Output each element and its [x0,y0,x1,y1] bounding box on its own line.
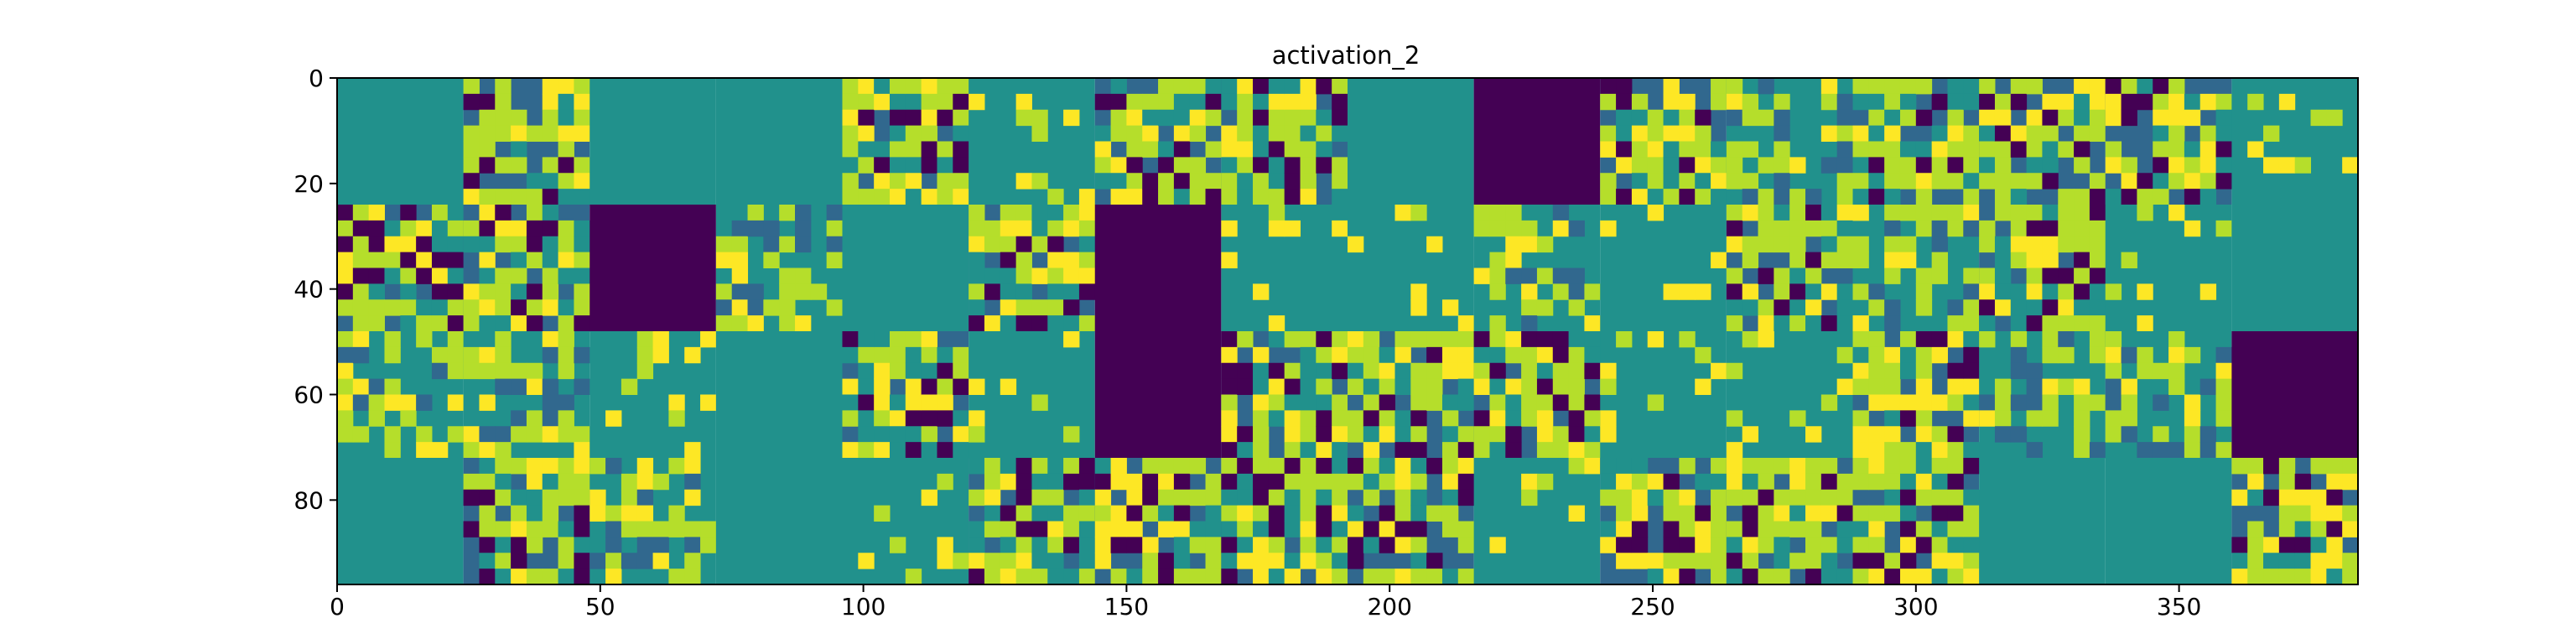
tile-3-14 [2105,458,2232,584]
tile-1-6 [1094,205,1222,331]
x-tick-label: 250 [1630,593,1675,621]
tile-2-14 [2105,331,2232,459]
tile-1-7 [1221,205,1348,332]
tile-0-5 [969,78,1096,205]
tile-0-15 [2231,78,2358,205]
tile-3-5 [969,458,1096,584]
tile-1-12 [1852,205,1980,332]
tile-2-1 [463,331,590,459]
tile-2-8 [1348,331,1475,459]
tile-0-12 [1852,78,1980,205]
tile-1-13 [1979,205,2106,332]
tile-0-1 [463,78,590,205]
tile-3-15 [2231,458,2358,584]
tile-0-9 [1473,78,1601,205]
tile-0-2 [589,78,716,205]
x-tick-label: 150 [1104,593,1149,621]
y-tick-label: 60 [293,382,324,409]
tile-1-10 [1600,205,1727,331]
tile-2-11 [1726,331,1853,459]
tile-1-4 [842,205,969,331]
heatmap-image [337,78,2358,584]
axes-frame [336,77,2359,585]
tile-1-8 [1348,205,1475,332]
tile-2-7 [1221,331,1348,459]
tile-1-14 [2105,205,2232,332]
tile-0-7 [1221,78,1348,205]
tile-2-4 [842,331,969,459]
tile-0-10 [1600,78,1727,205]
tile-3-13 [1979,458,2106,584]
tile-0-0 [337,78,464,205]
tile-1-3 [715,205,843,332]
y-tick-label: 80 [293,486,324,514]
tile-3-8 [1348,458,1475,584]
tile-3-3 [715,458,843,584]
y-tick-label: 40 [293,276,324,304]
tile-0-3 [715,78,843,205]
tile-2-15 [2231,331,2358,458]
tile-0-8 [1348,78,1474,205]
tile-3-11 [1726,458,1853,584]
tile-1-1 [463,205,590,332]
tile-0-4 [842,78,969,205]
tile-1-0 [337,205,465,332]
x-tick-label: 300 [1893,593,1938,621]
tile-3-9 [1473,458,1601,584]
tile-1-15 [2231,205,2358,331]
tile-3-2 [589,458,717,584]
x-tick-label: 0 [330,593,345,621]
tile-2-10 [1600,331,1727,458]
axes: 0 50 100 150 200 250 300 350 0 20 40 60 80 [293,65,2359,621]
tile-3-1 [463,458,590,584]
tile-2-2 [589,331,717,459]
tile-0-11 [1726,78,1853,205]
x-tick-label: 100 [841,593,886,621]
y-tick-label: 20 [293,170,324,198]
y-tick-label: 0 [309,65,324,92]
tile-2-5 [969,331,1095,458]
tile-3-7 [1221,458,1348,584]
x-tick-label: 50 [585,593,615,621]
tile-3-12 [1852,458,1980,584]
tile-1-9 [1473,205,1601,332]
tile-0-6 [1094,78,1222,205]
tile-0-13 [1979,78,2106,205]
tile-2-12 [1852,331,1980,459]
tile-0-14 [2105,78,2232,205]
tile-1-11 [1726,205,1853,332]
tile-3-4 [842,458,969,584]
x-tick-label: 200 [1367,593,1411,621]
chart-title: activation_2 [1272,41,1420,70]
tile-2-0 [337,331,465,459]
tile-1-2 [589,205,716,331]
tile-2-13 [1979,331,2106,459]
tile-2-9 [1473,331,1601,459]
tile-2-3 [715,331,843,458]
tile-3-10 [1600,458,1727,584]
tile-3-6 [1094,458,1222,584]
tile-2-6 [1094,331,1222,458]
x-tick-label: 350 [2157,593,2201,621]
tile-1-5 [969,205,1096,332]
tile-3-0 [337,458,464,584]
